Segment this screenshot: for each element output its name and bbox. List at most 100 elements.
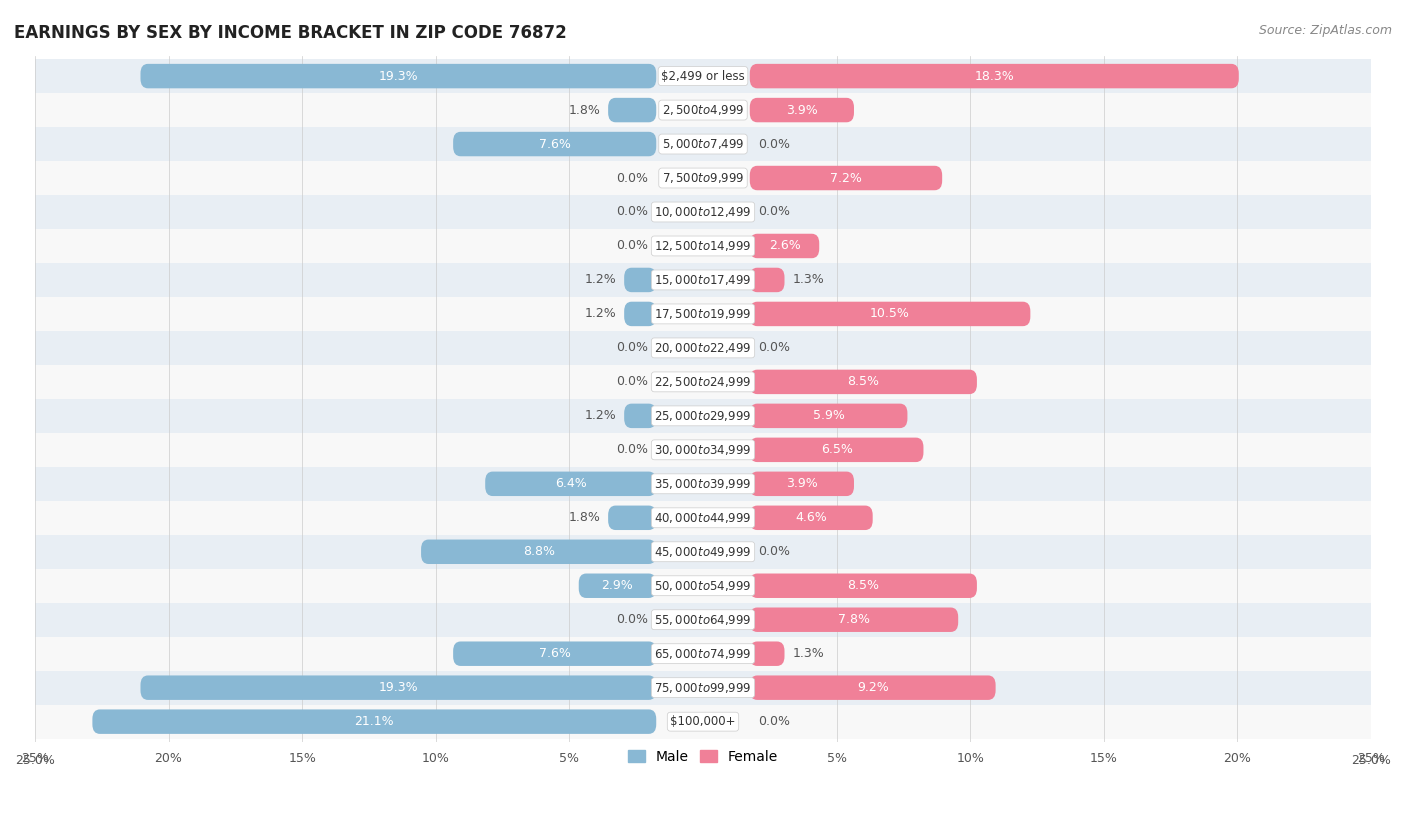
Text: 1.3%: 1.3% — [793, 274, 824, 287]
Bar — [35, 263, 1371, 297]
FancyBboxPatch shape — [453, 132, 657, 156]
FancyBboxPatch shape — [749, 505, 873, 530]
FancyBboxPatch shape — [609, 505, 657, 530]
Text: 2.6%: 2.6% — [769, 239, 800, 252]
FancyBboxPatch shape — [749, 234, 820, 258]
Bar — [35, 161, 1371, 195]
Text: 8.8%: 8.8% — [523, 545, 554, 558]
Text: 8.5%: 8.5% — [848, 375, 879, 388]
FancyBboxPatch shape — [609, 98, 657, 122]
FancyBboxPatch shape — [749, 676, 995, 700]
Text: 3.9%: 3.9% — [786, 103, 818, 116]
Bar — [35, 569, 1371, 602]
Text: 0.0%: 0.0% — [758, 205, 790, 218]
Text: $2,500 to $4,999: $2,500 to $4,999 — [662, 103, 744, 117]
Bar — [35, 331, 1371, 365]
Text: 19.3%: 19.3% — [378, 681, 418, 694]
Text: $20,000 to $22,499: $20,000 to $22,499 — [654, 341, 752, 355]
Bar — [35, 297, 1371, 331]
Text: $75,000 to $99,999: $75,000 to $99,999 — [654, 681, 752, 694]
Text: $12,500 to $14,999: $12,500 to $14,999 — [654, 239, 752, 253]
Text: 18.3%: 18.3% — [974, 69, 1014, 82]
FancyBboxPatch shape — [749, 98, 853, 122]
Text: 2.9%: 2.9% — [602, 580, 633, 593]
Text: 0.0%: 0.0% — [758, 138, 790, 151]
Text: $45,000 to $49,999: $45,000 to $49,999 — [654, 545, 752, 558]
Text: 6.5%: 6.5% — [821, 444, 852, 457]
FancyBboxPatch shape — [749, 438, 924, 462]
Bar — [35, 195, 1371, 229]
Bar — [35, 535, 1371, 569]
FancyBboxPatch shape — [749, 471, 853, 496]
FancyBboxPatch shape — [749, 302, 1031, 326]
Text: 1.2%: 1.2% — [585, 308, 616, 321]
FancyBboxPatch shape — [749, 370, 977, 394]
Text: 7.6%: 7.6% — [538, 647, 571, 660]
Text: 1.2%: 1.2% — [585, 274, 616, 287]
FancyBboxPatch shape — [749, 63, 1239, 88]
FancyBboxPatch shape — [141, 676, 657, 700]
FancyBboxPatch shape — [749, 574, 977, 598]
Bar — [35, 365, 1371, 399]
Text: 7.6%: 7.6% — [538, 138, 571, 151]
Text: $22,500 to $24,999: $22,500 to $24,999 — [654, 375, 752, 389]
Text: $15,000 to $17,499: $15,000 to $17,499 — [654, 273, 752, 287]
Text: 4.6%: 4.6% — [796, 511, 827, 524]
Text: $25,000 to $29,999: $25,000 to $29,999 — [654, 409, 752, 422]
Legend: Male, Female: Male, Female — [623, 744, 783, 769]
Bar — [35, 637, 1371, 671]
FancyBboxPatch shape — [141, 63, 657, 88]
Text: 1.3%: 1.3% — [793, 647, 824, 660]
Text: $100,000+: $100,000+ — [671, 716, 735, 729]
Text: 0.0%: 0.0% — [616, 239, 648, 252]
FancyBboxPatch shape — [749, 607, 959, 632]
Text: $10,000 to $12,499: $10,000 to $12,499 — [654, 205, 752, 219]
Bar — [35, 229, 1371, 263]
Text: 8.5%: 8.5% — [848, 580, 879, 593]
FancyBboxPatch shape — [485, 471, 657, 496]
FancyBboxPatch shape — [624, 404, 657, 428]
Text: 6.4%: 6.4% — [555, 477, 586, 490]
Bar — [35, 671, 1371, 705]
FancyBboxPatch shape — [624, 302, 657, 326]
Text: $30,000 to $34,999: $30,000 to $34,999 — [654, 443, 752, 457]
Text: 0.0%: 0.0% — [758, 716, 790, 729]
Text: 19.3%: 19.3% — [378, 69, 418, 82]
Text: 7.2%: 7.2% — [830, 172, 862, 185]
Bar — [35, 399, 1371, 433]
Text: 1.8%: 1.8% — [568, 103, 600, 116]
FancyBboxPatch shape — [749, 404, 907, 428]
Text: EARNINGS BY SEX BY INCOME BRACKET IN ZIP CODE 76872: EARNINGS BY SEX BY INCOME BRACKET IN ZIP… — [14, 24, 567, 42]
Bar — [35, 127, 1371, 161]
Text: 10.5%: 10.5% — [870, 308, 910, 321]
Text: $55,000 to $64,999: $55,000 to $64,999 — [654, 613, 752, 627]
FancyBboxPatch shape — [420, 540, 657, 564]
FancyBboxPatch shape — [749, 268, 785, 292]
Bar — [35, 93, 1371, 127]
FancyBboxPatch shape — [749, 641, 785, 666]
Bar — [35, 705, 1371, 738]
Bar — [35, 433, 1371, 466]
Text: 7.8%: 7.8% — [838, 613, 870, 626]
Text: 1.2%: 1.2% — [585, 409, 616, 422]
Bar — [35, 602, 1371, 637]
Text: $2,499 or less: $2,499 or less — [661, 69, 745, 82]
Text: 3.9%: 3.9% — [786, 477, 818, 490]
Text: 0.0%: 0.0% — [758, 545, 790, 558]
Text: 21.1%: 21.1% — [354, 716, 394, 729]
Text: $50,000 to $54,999: $50,000 to $54,999 — [654, 579, 752, 593]
Text: 0.0%: 0.0% — [616, 205, 648, 218]
Text: $5,000 to $7,499: $5,000 to $7,499 — [662, 137, 744, 151]
FancyBboxPatch shape — [624, 268, 657, 292]
Text: Source: ZipAtlas.com: Source: ZipAtlas.com — [1258, 24, 1392, 37]
Text: $40,000 to $44,999: $40,000 to $44,999 — [654, 511, 752, 525]
FancyBboxPatch shape — [749, 166, 942, 190]
Text: 0.0%: 0.0% — [616, 341, 648, 354]
Text: $35,000 to $39,999: $35,000 to $39,999 — [654, 477, 752, 491]
Bar — [35, 501, 1371, 535]
Text: 5.9%: 5.9% — [813, 409, 845, 422]
Text: 0.0%: 0.0% — [758, 341, 790, 354]
Text: 25.0%: 25.0% — [15, 754, 55, 767]
Text: $17,500 to $19,999: $17,500 to $19,999 — [654, 307, 752, 321]
FancyBboxPatch shape — [453, 641, 657, 666]
